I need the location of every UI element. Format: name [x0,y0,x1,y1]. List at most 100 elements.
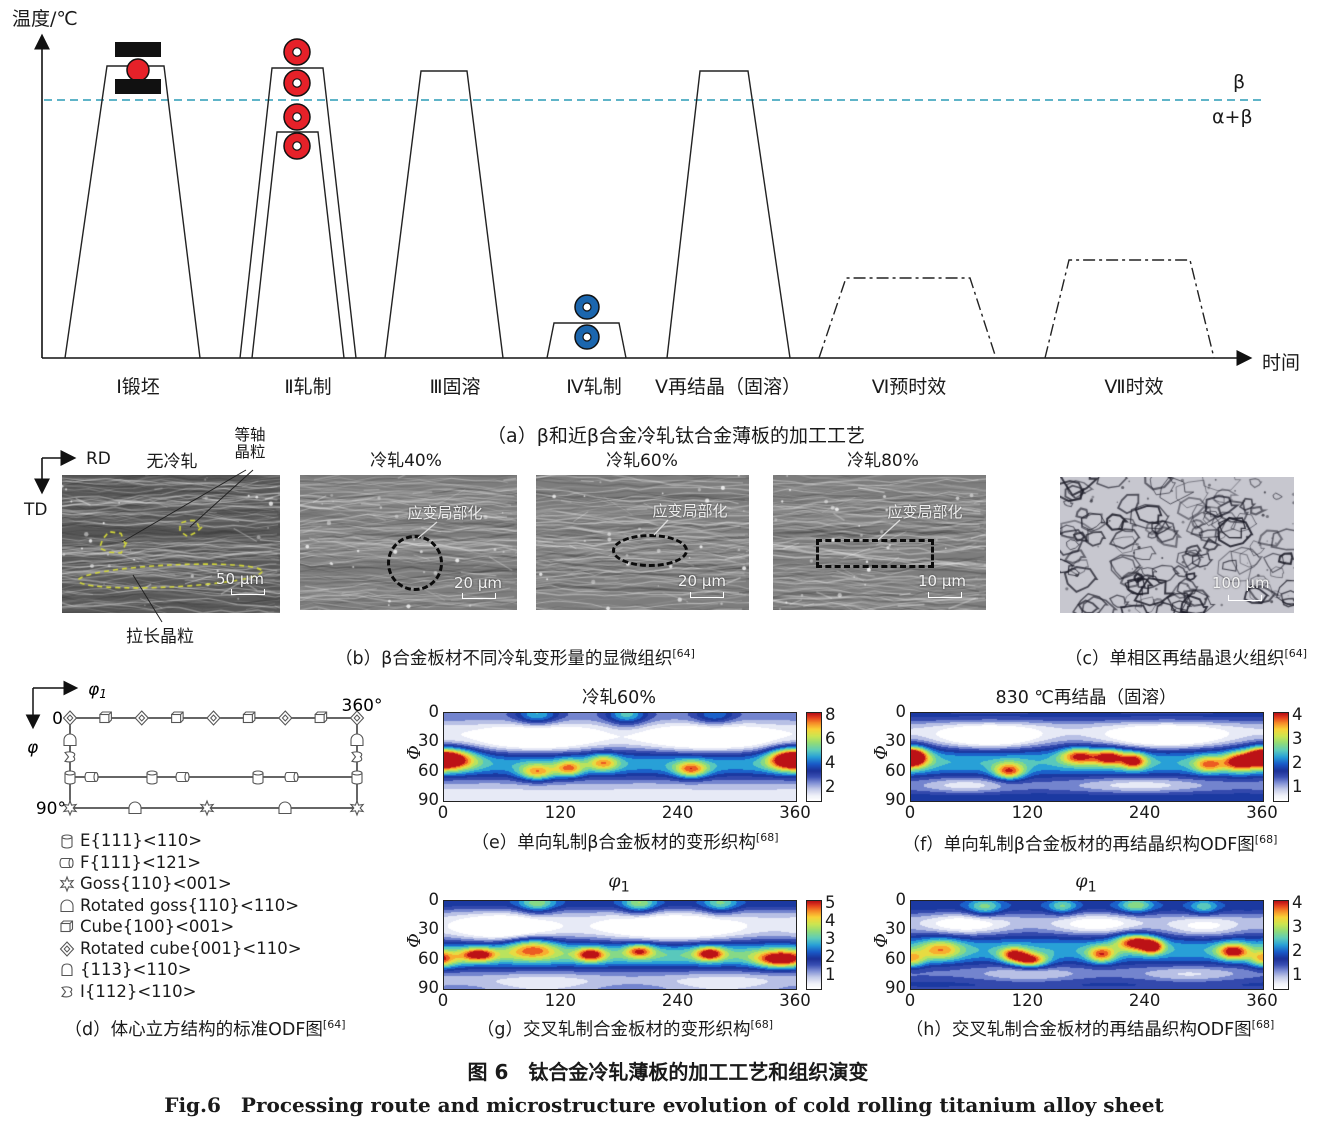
odf-legend-item-star: Goss{110}<001> [58,873,232,894]
odf-legend-label: Rotated goss{110}<110> [80,895,300,915]
hook-icon [61,985,73,997]
strain-localization-ellipse [612,534,688,567]
cbar-tick-2: 2 [825,947,836,966]
y-tick-30: 30 [418,731,439,751]
odf-360-label: 360° [342,696,383,716]
scale-text-20um-cr60: 20 μm [678,572,727,590]
odf-y-axis-label: φ [27,738,39,758]
cbar-tick-1: 1 [825,965,836,984]
plot-e-heatmap [443,712,797,802]
trapezoid-recrystallization [666,70,791,359]
beta-phase-label: β [1233,71,1246,93]
plot-h-colorbar [1273,900,1289,990]
cbar-tick-8: 8 [825,705,836,724]
caption-f: （f）单向轧制β合金板材的再结晶织构ODF图[68] [902,833,1278,855]
x-tick-360: 360 [779,803,811,822]
x-tick-240: 240 [1128,991,1161,1010]
scale-bar-20um-cr40 [462,593,496,599]
scale-bar-100um [1228,595,1262,601]
y-tick-90: 90 [418,978,439,997]
cbar-tick-6: 6 [825,729,836,748]
strain-localization-label-cr60: 应变局部化 [652,502,728,520]
odf-legend-label: Goss{110}<001> [80,874,232,893]
y-tick-60: 60 [418,760,439,780]
odf-90-label: 90° [36,799,66,819]
strain-localization-label-cr80: 应变局部化 [887,503,963,521]
x-tick-120: 120 [544,803,577,822]
trapezoid-preaging [818,277,997,359]
x-tick-120: 120 [544,991,577,1010]
y-tick-0: 0 [428,702,440,721]
trapezoid-forging [64,65,201,359]
odf-orientation-symbols [62,710,365,816]
x-tick-360: 360 [1246,991,1278,1010]
diamond-icon [59,940,75,957]
cbar-tick-2: 2 [1292,753,1303,772]
plot-e-colorbar [806,712,822,802]
temperature-axis-label: 温度/℃ [12,8,78,30]
micro-title-no-cold-roll: 无冷轧 [146,452,198,472]
odf-legend-item-cylinder-side: F{111}<121> [58,852,201,873]
y-tick-60: 60 [418,948,439,968]
x-tick-360: 360 [1246,803,1278,822]
cbar-tick-3: 3 [1292,917,1303,936]
td-label: TD [24,500,48,520]
forge-die-upper [115,42,161,57]
odf-origin-label: 0 [52,709,63,729]
plot-f-title: 830 ℃再结晶（固溶） [995,688,1177,708]
caption-c: （c）单相区再结晶退火组织[64] [1064,647,1308,669]
odf-legend-item-arch: {113}<110> [58,959,192,980]
y-tick-30: 30 [885,919,906,939]
y-tick-0: 0 [895,890,907,909]
strain-localization-rect [816,539,934,568]
y-tick-90: 90 [885,978,906,997]
plot-g-colorbar [806,900,822,990]
plot-f-colorbar [1273,712,1289,802]
cbar-tick-5: 5 [825,893,836,912]
x-tick-0: 0 [904,803,916,822]
x-tick-360: 360 [779,991,811,1010]
y-tick-0: 0 [895,702,907,721]
cbar-tick-4: 4 [1292,705,1303,724]
odf-plot-f: 830 ℃再结晶（固溶） Φ 0 30 60 90 0 120 240 360 4 3 2 1 [870,684,1329,859]
scale-text-10um: 10 μm [918,572,967,590]
caption-d: （d）体心立方结构的标准ODF图[64] [64,1018,346,1040]
x-tick-240: 240 [1128,803,1161,822]
stage-label-recrystallization: Ⅴ再结晶（固溶） [655,376,801,398]
odf-legend-label: Rotated cube{001}<110> [80,938,302,958]
time-axis-label: 时间 [1262,352,1301,374]
y-tick-0: 0 [428,890,440,909]
scale-bar-20um-cr60 [690,592,724,598]
scale-text-20um-cr40: 20 μm [454,574,503,592]
odf-plot-e: 冷轧60% Φ 0 30 60 90 0 120 240 360 8 6 4 2 [403,684,863,859]
caption-b: （b）β合金板材不同冷轧变形量的显微组织[64] [335,647,695,669]
x-tick-120: 120 [1011,803,1044,822]
plot-h-heatmap [910,900,1264,990]
y-tick-30: 30 [885,731,906,751]
trapezoid-cold-rolling [546,322,627,359]
caption-e: （e）单向轧制β合金板材的变形织构[68] [471,831,779,853]
stage-label-aging: Ⅶ时效 [1104,376,1164,398]
micro-title-cr60: 冷轧60% [606,451,678,471]
micrograph-annealed [1060,477,1294,613]
cbar-tick-2: 2 [1292,941,1303,960]
micro-title-cr40: 冷轧40% [370,451,442,471]
micrograph-cr80 [773,475,986,610]
odf-legend-label: {113}<110> [80,960,192,979]
cold-roller-icons [574,294,600,350]
micrograph-no-cold-roll [62,475,280,613]
micrograph-leader-lines [121,469,901,623]
cylinder-icon [61,834,73,849]
odf-frame [69,717,358,809]
figure-caption-en: Fig.6 Processing route and microstructur… [164,1093,1164,1117]
y-tick-60: 60 [885,948,906,968]
rd-td-axes [34,450,77,495]
odf-legend-item-dome: Rotated goss{110}<110> [58,895,299,916]
dome-icon [60,898,74,912]
strain-localization-label-cr40: 应变局部化 [407,504,483,522]
figure-caption-zh: 图 6 钛合金冷轧薄板的加工工艺和组织演变 [467,1060,869,1084]
x-tick-0: 0 [437,991,449,1010]
strain-localization-circle [387,535,443,591]
odf-x-axis-label: φ1 [88,680,107,701]
x-tick-0: 0 [437,803,449,822]
